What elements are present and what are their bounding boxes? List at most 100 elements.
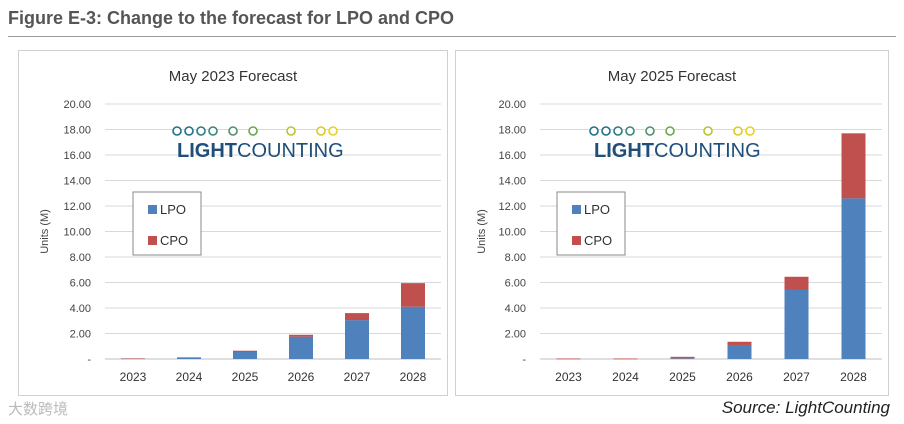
y-tick-label: - [522,354,526,366]
chart-panel-2023: May 2023 Forecast - 2.00 4.00 6.00 8.00 10.00 1… [18,50,448,396]
x-tick-label: 2024 [612,370,639,384]
y-tick-label: 18.00 [498,125,526,137]
logo-node [613,126,623,136]
x-tick-label: 2025 [669,370,696,384]
y-tick-label: 14.00 [498,176,526,188]
x-tick-label: 2024 [176,370,203,384]
legend-label: LPO [160,202,186,217]
y-tick-label: 12.00 [63,201,91,213]
logo-node [601,126,611,136]
y-tick-label: 12.00 [498,201,526,213]
y-tick-label: 20.00 [63,99,91,111]
bar-cpo-2025 [233,350,257,352]
y-tick-label: 2.00 [505,329,526,341]
x-tick-label: 2028 [840,370,867,384]
lightcounting-logo: LIGHTCOUNTING [171,126,351,162]
bar-cpo-2027 [784,276,809,290]
bar-lpo-2026 [289,336,313,359]
x-tick-label: 2026 [288,370,315,384]
bar-lpo-2027 [345,320,369,359]
legend-swatch-lpo [572,205,581,214]
bar-cpo-2026 [727,341,752,345]
bar-cpo-2027 [345,313,369,321]
chart-title: May 2023 Forecast [169,68,298,85]
bar-cpo-2024 [177,357,201,358]
legend-swatch-cpo [572,236,581,245]
y-tick-label: 20.00 [498,99,526,111]
y-tick-label: 10.00 [498,227,526,239]
bar-cpo-2025 [670,356,695,359]
chart-panel-2025: May 2025 Forecast - 2.00 4.00 6.00 8.00 10.00 1… [455,50,889,396]
x-tick-label: 2023 [555,370,582,384]
x-tick-label: 2026 [726,370,753,384]
bar-lpo-2025 [233,351,257,359]
logo-node [625,126,635,136]
logo-node [228,126,238,136]
y-tick-label: 2.00 [70,329,91,341]
bar-lpo-2028 [841,198,866,359]
logo-node [733,126,743,136]
logo-node [208,126,218,136]
bar-lpo-2025 [670,358,695,359]
legend-swatch-lpo [148,205,157,214]
y-tick-label: 6.00 [505,278,526,290]
logo-node [316,126,326,136]
bar-lpo-2027 [784,289,809,359]
y-tick-label: - [87,354,91,366]
y-tick-label: 14.00 [63,176,91,188]
bar-lpo-2023 [121,358,145,360]
bar-cpo-2028 [841,133,866,199]
logo-node [745,126,755,136]
y-tick-label: 4.00 [70,303,91,315]
bar-lpo-2023 [556,358,581,360]
y-tick-label: 16.00 [498,150,526,162]
logo-node [248,126,258,136]
legend-swatch-cpo [148,236,157,245]
x-tick-label: 2023 [120,370,147,384]
bar-lpo-2028 [401,306,425,359]
logo-node [286,126,296,136]
y-axis-label: Units (M) [476,209,488,254]
logo-text: LIGHTCOUNTING [594,140,761,162]
bar-lpo-2024 [177,357,201,359]
logo-node [589,126,599,136]
x-tick-label: 2028 [400,370,427,384]
x-tick-label: 2025 [232,370,259,384]
logo-node [328,126,338,136]
logo-node [172,126,182,136]
bar-cpo-2026 [289,334,313,337]
y-tick-label: 8.00 [70,252,91,264]
x-tick-label: 2027 [344,370,371,384]
y-tick-label: 10.00 [63,227,91,239]
legend-label: CPO [160,233,188,248]
bar-cpo-2028 [401,283,425,307]
bar-cpo-2024 [613,358,638,359]
watermark: 大数跨境 [8,401,69,418]
logo-node [645,126,655,136]
logo-node [703,126,713,136]
legend-label: LPO [584,202,610,217]
logo-node [665,126,675,136]
chart-title: May 2025 Forecast [608,68,737,85]
bar-cpo-2023 [121,358,145,359]
source-note: Source: LightCounting [721,398,890,417]
bar-lpo-2024 [613,358,638,360]
y-tick-label: 18.00 [63,125,91,137]
bar-lpo-2026 [727,344,752,359]
logo-node [184,126,194,136]
title-rule [8,36,896,37]
y-tick-label: 4.00 [505,303,526,315]
legend-box [556,191,626,256]
logo-text: LIGHTCOUNTING [177,140,344,162]
bar-cpo-2023 [556,358,581,359]
y-tick-label: 8.00 [505,252,526,264]
y-axis-label: Units (M) [39,209,51,254]
figure-title: Figure E-3: Change to the forecast for L… [8,8,455,28]
legend-label: CPO [584,233,612,248]
lightcounting-logo: LIGHTCOUNTING [588,126,768,162]
y-tick-label: 16.00 [63,150,91,162]
x-tick-label: 2027 [783,370,810,384]
legend-box [132,191,202,256]
y-tick-label: 6.00 [70,278,91,290]
logo-node [196,126,206,136]
